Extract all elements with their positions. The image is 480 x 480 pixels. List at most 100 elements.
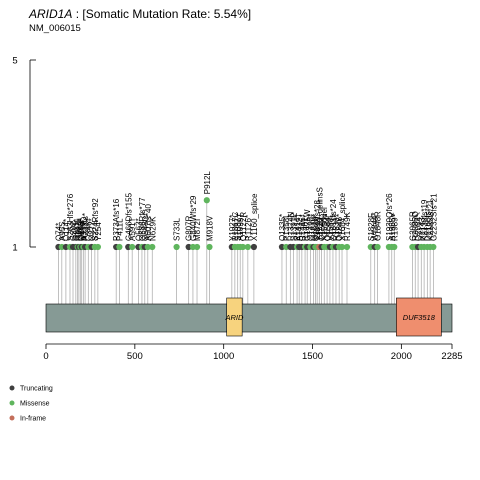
point-A607fs*40 (144, 243, 151, 251)
domain-label-arid: ARID (224, 313, 244, 322)
mutation-label: R1017C (231, 211, 240, 241)
mutation-label: S1087Y (234, 212, 243, 241)
mutation-label: Y1027* (228, 215, 237, 241)
mutation-label: Q211* (72, 219, 81, 241)
x-tick-label: 1500 (302, 351, 323, 362)
mutation-label: W1844* (371, 213, 380, 241)
mutation-label: A1099T (236, 213, 245, 241)
mutation-label: S733L (173, 217, 182, 241)
mutation-label: P223fs* (81, 213, 90, 241)
mutation-label: R2086Q (411, 211, 420, 241)
point-R1989* (391, 243, 398, 251)
mutation-label: T1512fs*28 (313, 200, 322, 241)
y-axis: 15 (12, 56, 36, 254)
mutation-label: R1446* (298, 214, 307, 241)
point-M918V (206, 243, 213, 251)
point-X1160_splice (250, 243, 257, 251)
protein-bar (45, 303, 453, 333)
mutation-label: Q1611fs*24 (329, 199, 338, 241)
mutation-label: R1630* (332, 214, 341, 241)
mutation-label: Y254* (94, 219, 103, 241)
mutation-label: R1126* (244, 215, 253, 241)
domain-label-duf3518: DUF3518 (403, 313, 436, 322)
mutation-label: X1160_splice (250, 193, 259, 241)
point-Q1335* (278, 243, 286, 251)
mutation-label: Y1520_delinsS (315, 187, 324, 241)
point-P912L (203, 197, 210, 204)
mutation-label: P1358L (282, 213, 291, 241)
x-tick-label: 2000 (391, 351, 412, 362)
chart-title: ARID1A : [Somatic Mutation Rate: 5.54%] (28, 7, 251, 21)
mutation-label: G466Dfs*155 (124, 192, 133, 241)
mutation-label: A1432T (295, 213, 304, 241)
gene-name: ARID1A (28, 7, 72, 21)
mutation-label: Q548fs* (141, 212, 150, 241)
mutation-label: Q265* (76, 218, 85, 241)
mutation-label: Q1544* (318, 214, 327, 241)
point-N629K (149, 243, 156, 251)
mutation-label: G1848R (374, 211, 383, 241)
mutation-label: Q1646* (335, 214, 344, 241)
mutation-label: K2185fs*21 (426, 199, 435, 241)
x-tick-label: 0 (43, 351, 48, 362)
mutation-label: R1749K (343, 211, 352, 241)
mutation-label: K2130fs*19 (420, 199, 429, 241)
mutation-label: Q284* (75, 218, 84, 241)
mutation-label: Q1519* (309, 214, 318, 241)
point-Y254* (94, 243, 101, 251)
point-X1684_splice (338, 243, 346, 251)
transcript-id: NM_006015 (29, 23, 81, 34)
mutation-label: Q114* (62, 219, 71, 241)
mutation-label: A339D (79, 216, 88, 241)
mutation-label: Q563* (134, 218, 143, 241)
mutation-label: N629K (148, 216, 157, 241)
mutation-label: Q372* (88, 218, 97, 241)
mutation-label: P167L (74, 217, 83, 241)
mutation-label: X1684_splice (338, 192, 347, 241)
mutation-label: S1391P (289, 213, 298, 241)
mutation-label: A591T (128, 217, 137, 241)
mutation-label: G2065R (408, 211, 417, 241)
mutation-label: X1556del (320, 207, 329, 241)
legend-marker-missense (9, 400, 15, 406)
point-R1126* (244, 243, 251, 251)
mutation-label: Q1122R (239, 212, 248, 241)
mutation-label: Q316* (78, 218, 87, 241)
mutation-label: R1461* (301, 214, 310, 241)
domain-duf3518 (396, 297, 442, 337)
mutation-label: G807R (185, 215, 194, 241)
point-R1749K (343, 243, 351, 251)
legend: Truncating Missense In-frame (9, 385, 53, 423)
mutation-label: R1414* (293, 214, 302, 241)
mutation-label: S224Rfs*92 (91, 198, 100, 241)
legend-marker-in-frame (9, 415, 15, 421)
mutation-label: R1989* (390, 214, 399, 241)
x-axis: 0 500 1000 1500 2000 2285 (43, 343, 463, 362)
mutation-label: Q74* (54, 223, 63, 241)
point-G807R (185, 243, 192, 251)
mutation-label: Q1530* (311, 214, 320, 241)
x-tick-label: 2285 (441, 351, 462, 362)
point-Q1122R (239, 243, 246, 251)
mutation-label: Q1335* (278, 214, 287, 241)
mutation-label: R2143 (417, 217, 426, 241)
mutation-label: M872I (193, 219, 202, 241)
mutation-label: Q1584* (323, 214, 332, 241)
mutation-label: S1828F (367, 213, 376, 241)
point-P411L (116, 243, 123, 251)
mutation-label: G1475W (303, 209, 312, 241)
mutation-rate: : [Somatic Mutation Rate: 5.54%] (72, 7, 251, 21)
mutation-label: G202 (69, 221, 78, 241)
mutation-label: M918V (205, 215, 214, 241)
mutation-label: G2232Sfs*21 (429, 193, 438, 241)
mutation-label: P411L (115, 218, 124, 241)
mutation-labels: Q74*A95SQ114*S263Hfs*276G202Q211*P167LQ2… (54, 171, 438, 241)
point-A591T (129, 243, 136, 251)
mutation-label: Q2084* (414, 214, 423, 241)
mutation-label: P912L (203, 171, 212, 195)
point-M872I (193, 243, 201, 251)
point-S733L (173, 243, 180, 251)
mutation-label: Q1490* (306, 214, 315, 241)
y-tick-label: 1 (12, 243, 17, 254)
x-tick-label: 500 (127, 351, 143, 362)
